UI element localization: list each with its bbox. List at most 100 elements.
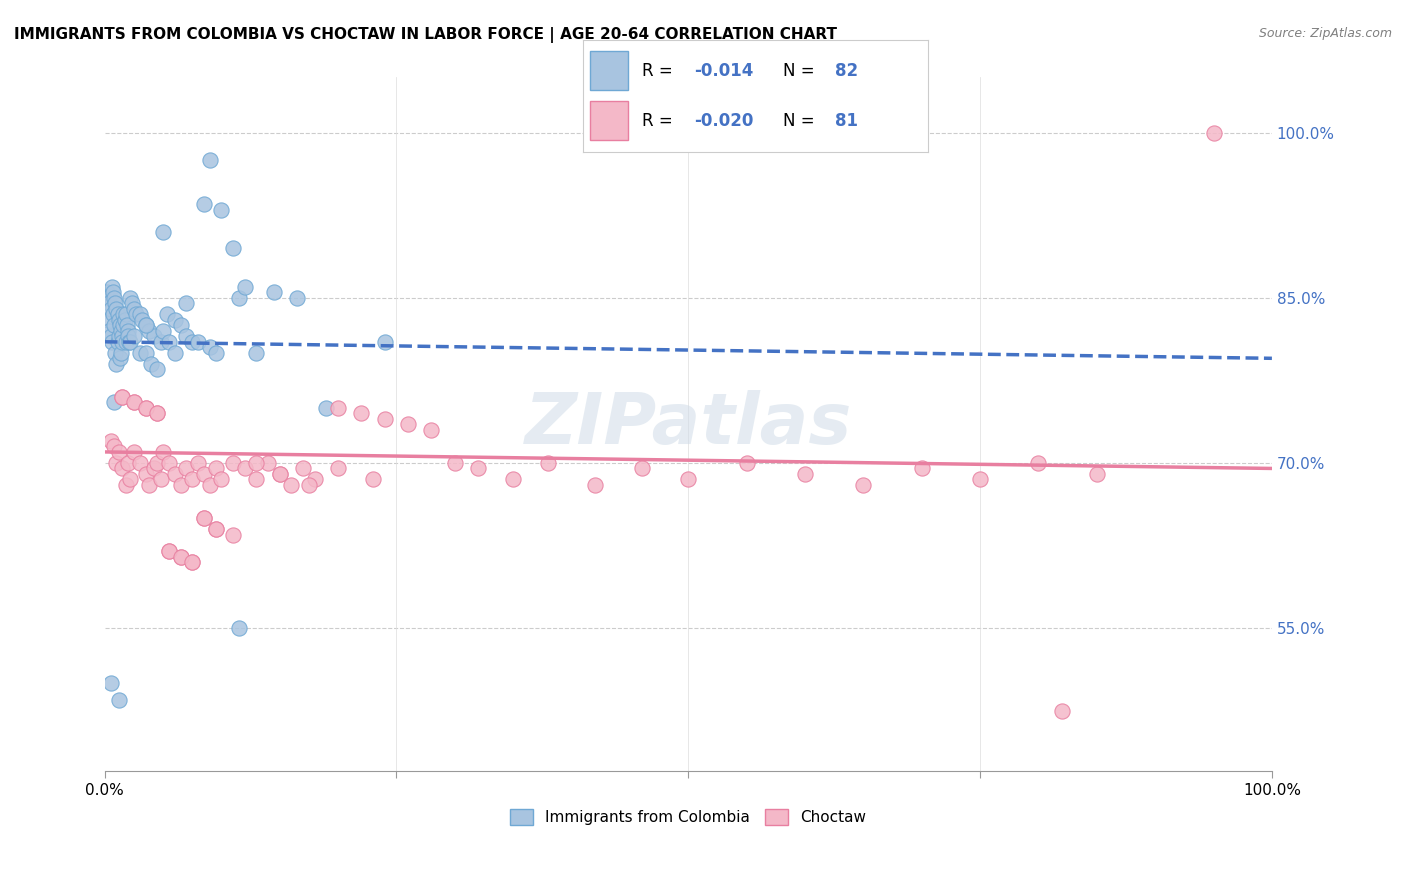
Point: [245, 456, 267, 470]
Point: [193, 467, 215, 481]
Point: [163, 346, 186, 360]
Point: [122, 395, 145, 409]
Point: [107, 692, 129, 706]
Point: [105, 456, 128, 470]
Point: [114, 307, 136, 321]
Point: [467, 461, 489, 475]
Point: [100, 676, 122, 690]
Text: -0.020: -0.020: [693, 112, 754, 130]
Point: [149, 473, 172, 487]
Point: [100, 434, 122, 448]
Point: [198, 478, 221, 492]
Point: [142, 461, 165, 475]
Point: [135, 401, 157, 415]
Point: [110, 324, 132, 338]
Point: [112, 318, 135, 333]
Point: [257, 456, 280, 470]
Point: [222, 241, 245, 255]
Point: [209, 202, 232, 217]
Point: [233, 279, 256, 293]
Point: [152, 324, 174, 338]
Point: [169, 478, 191, 492]
Point: [537, 456, 560, 470]
Point: [100, 334, 122, 349]
Point: [98, 296, 121, 310]
Point: [120, 291, 142, 305]
Point: [107, 312, 129, 326]
Point: [146, 406, 169, 420]
Point: [176, 296, 198, 310]
FancyBboxPatch shape: [591, 102, 628, 140]
Point: [138, 324, 160, 338]
Point: [122, 301, 145, 316]
Point: [193, 511, 215, 525]
Point: [103, 439, 125, 453]
Point: [315, 401, 337, 415]
Point: [157, 456, 180, 470]
Point: [111, 334, 134, 349]
Point: [131, 312, 153, 326]
Point: [142, 329, 165, 343]
Point: [502, 473, 524, 487]
Point: [304, 473, 326, 487]
Point: [187, 456, 209, 470]
Point: [420, 423, 443, 437]
Text: N =: N =: [783, 112, 820, 130]
Point: [204, 522, 226, 536]
Point: [128, 456, 150, 470]
Point: [630, 461, 652, 475]
Point: [176, 329, 198, 343]
Point: [187, 334, 209, 349]
Point: [138, 478, 160, 492]
Point: [100, 279, 122, 293]
Point: [157, 334, 180, 349]
Point: [104, 296, 127, 310]
Point: [98, 324, 121, 338]
Point: [101, 307, 124, 321]
Point: [181, 555, 204, 569]
Point: [120, 334, 142, 349]
Text: R =: R =: [643, 112, 678, 130]
Point: [969, 473, 991, 487]
Point: [374, 412, 396, 426]
Point: [114, 334, 136, 349]
Point: [135, 346, 157, 360]
Point: [121, 296, 143, 310]
Point: [735, 456, 758, 470]
Point: [111, 461, 134, 475]
Point: [125, 307, 148, 321]
Text: IMMIGRANTS FROM COLOMBIA VS CHOCTAW IN LABOR FORCE | AGE 20-64 CORRELATION CHART: IMMIGRANTS FROM COLOMBIA VS CHOCTAW IN L…: [14, 27, 837, 43]
Text: Source: ZipAtlas.com: Source: ZipAtlas.com: [1258, 27, 1392, 40]
Point: [204, 346, 226, 360]
Point: [103, 291, 125, 305]
Point: [169, 549, 191, 564]
Point: [350, 406, 373, 420]
Point: [100, 301, 122, 316]
Point: [181, 334, 204, 349]
Point: [204, 522, 226, 536]
Point: [198, 340, 221, 354]
Point: [1028, 456, 1050, 470]
Point: [204, 461, 226, 475]
Point: [181, 473, 204, 487]
Point: [100, 329, 122, 343]
Point: [135, 401, 157, 415]
Point: [176, 461, 198, 475]
Point: [852, 478, 875, 492]
Point: [105, 301, 128, 316]
Point: [104, 346, 127, 360]
Point: [263, 285, 285, 300]
Point: [163, 312, 186, 326]
Point: [245, 473, 267, 487]
Point: [107, 329, 129, 343]
Point: [209, 473, 232, 487]
Point: [169, 318, 191, 333]
Point: [128, 307, 150, 321]
Point: [96, 285, 118, 300]
Point: [114, 312, 136, 326]
Point: [103, 318, 125, 333]
Point: [135, 318, 157, 333]
Point: [157, 544, 180, 558]
Point: [222, 527, 245, 541]
Point: [120, 473, 142, 487]
